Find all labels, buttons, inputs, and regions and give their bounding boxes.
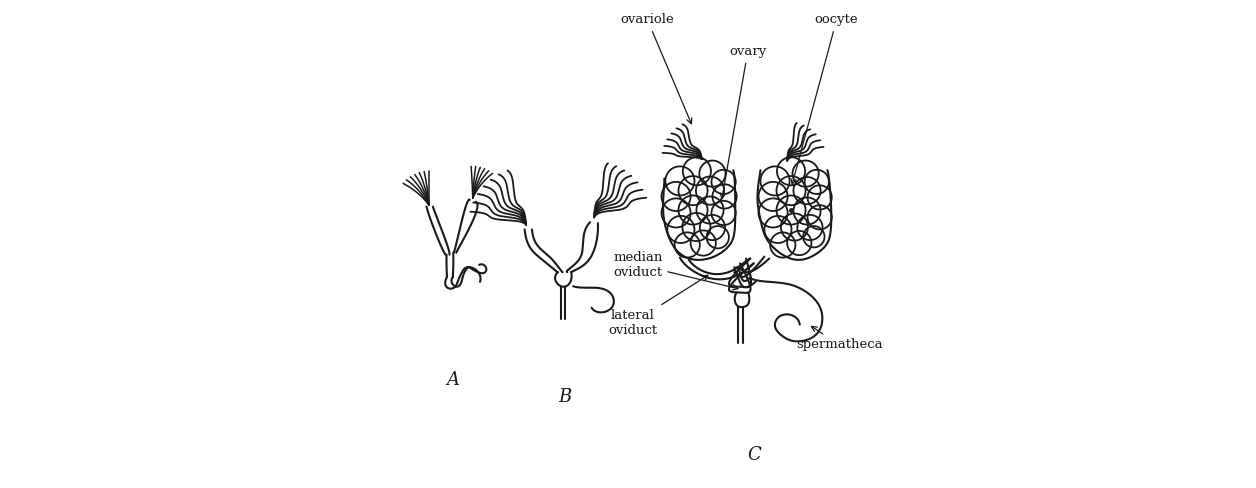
Text: spermatheca: spermatheca — [796, 326, 883, 351]
Text: C: C — [747, 446, 761, 464]
Text: B: B — [559, 388, 571, 406]
Text: median
oviduct: median oviduct — [613, 250, 739, 290]
Text: ovariole: ovariole — [620, 13, 692, 123]
Text: lateral
oviduct: lateral oviduct — [608, 275, 708, 337]
Text: ovary: ovary — [720, 45, 766, 199]
Text: oocyte: oocyte — [791, 13, 858, 184]
Text: A: A — [447, 371, 460, 389]
